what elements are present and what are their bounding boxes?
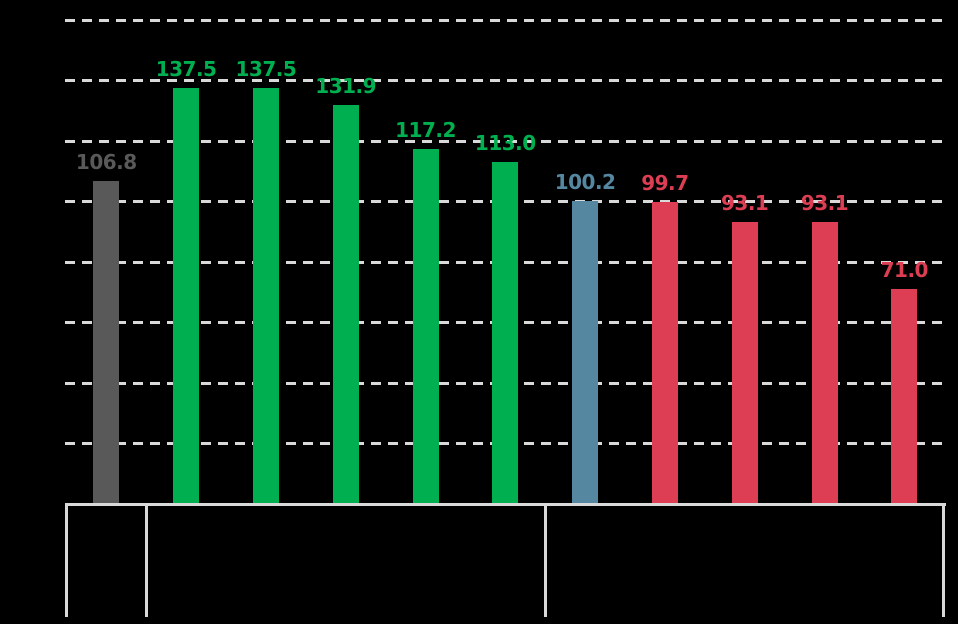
bar-6 <box>492 162 519 504</box>
bar-5 <box>412 149 439 504</box>
category-group-divider-3 <box>543 504 547 617</box>
bar-value-label-10: 93.1 <box>800 191 849 215</box>
bar-value-label-5: 117.2 <box>395 118 456 142</box>
category-group-divider-1 <box>65 504 68 617</box>
bar-value-label-11: 71.0 <box>880 258 929 282</box>
bar-value-label-9: 93.1 <box>721 191 769 215</box>
bar-8 <box>651 202 678 504</box>
category-group-divider-2 <box>144 504 148 617</box>
bar-value-label-4: 131.9 <box>315 74 377 98</box>
bar-value-label-7: 100.2 <box>554 170 616 194</box>
bar-value-label-6: 113.0 <box>474 131 536 155</box>
gridline-160 <box>65 18 946 22</box>
gridline-140 <box>65 79 946 82</box>
gridline-120 <box>65 139 946 143</box>
bar-4 <box>332 105 359 504</box>
bar-10 <box>811 222 838 504</box>
bar-11 <box>891 289 918 504</box>
category-group-divider-4 <box>942 504 945 617</box>
bar-value-label-3: 137.5 <box>235 57 297 81</box>
bar-1 <box>93 181 120 504</box>
x-axis-line <box>65 503 946 506</box>
bar-7 <box>572 201 599 504</box>
bar-value-label-1: 106.8 <box>75 150 137 174</box>
bar-9 <box>731 222 758 504</box>
bar-2 <box>173 88 200 504</box>
bar-value-label-8: 99.7 <box>641 171 689 195</box>
bar-value-label-2: 137.5 <box>155 57 217 81</box>
bar-3 <box>252 88 279 504</box>
